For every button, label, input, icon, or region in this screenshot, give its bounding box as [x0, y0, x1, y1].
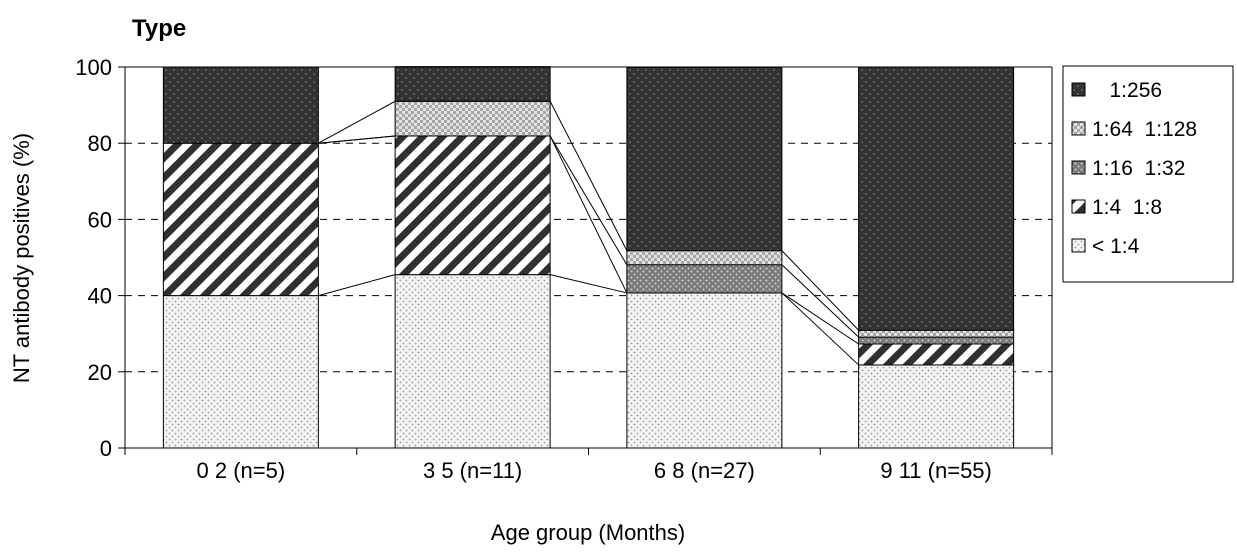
legend-label: 1:4 1:8 — [1092, 196, 1162, 219]
legend-swatch — [1071, 238, 1086, 253]
legend-label: < 1:4 — [1092, 235, 1140, 258]
legend-label: 1:256 — [1092, 79, 1162, 102]
series-connector-line — [781, 264, 859, 338]
y-tick-label: 80 — [88, 131, 112, 156]
bar-segment — [858, 364, 1015, 449]
bar-segment — [394, 135, 551, 276]
series-connector-line — [549, 101, 628, 251]
series-connector-line — [549, 135, 628, 265]
bar-segment — [626, 66, 783, 252]
legend-swatch — [1071, 121, 1086, 136]
legend: 1:256 1:64 1:128 1:16 1:32 1:4 1:8 < 1:4 — [1062, 65, 1234, 283]
y-tick-label: 20 — [88, 360, 112, 385]
x-axis-title: Age group (Months) — [491, 520, 685, 545]
bar-segment — [394, 274, 551, 449]
series-connector-line — [318, 135, 396, 144]
x-tick-label: 3 5 (n=11) — [423, 458, 522, 483]
legend-swatch — [1071, 82, 1086, 97]
series-connector-line — [550, 274, 627, 294]
x-tick-label: 9 11 (n=55) — [880, 458, 992, 483]
x-tick-label: 0 2 (n=5) — [197, 458, 286, 483]
bar-segment — [858, 336, 1015, 345]
x-tick-label: 6 8 (n=27) — [654, 458, 755, 483]
series-connector-line — [318, 274, 396, 297]
series-connector-line — [549, 135, 628, 294]
y-tick-label: 0 — [100, 436, 112, 461]
bar-segment — [162, 142, 319, 297]
y-axis-title: NT antibody positives (%) — [9, 133, 34, 383]
legend-label: 1:64 1:128 — [1092, 118, 1197, 141]
bar-segment — [626, 250, 783, 266]
bar-segment — [162, 66, 319, 144]
bar-segment — [626, 292, 783, 449]
series-connector-line — [781, 292, 859, 366]
series-connector-line — [781, 292, 859, 345]
legend-box — [1062, 65, 1234, 283]
y-tick-label: 40 — [88, 284, 112, 309]
bar-segment — [394, 66, 551, 102]
chart-title: Type — [132, 15, 186, 42]
legend-swatch — [1071, 199, 1086, 214]
y-tick-label: 100 — [75, 55, 112, 80]
plot-area: 0 2 (n=5) 3 5 (n=11) 6 8 (n=27) 9 11 (n=55)… — [75, 55, 1053, 483]
bar-segment — [394, 100, 551, 137]
y-tick-label: 60 — [88, 207, 112, 232]
series-connector-line — [781, 250, 859, 331]
bar-segment — [858, 66, 1015, 331]
bar-segment — [858, 329, 1015, 338]
legend-label: 1:16 1:32 — [1092, 157, 1185, 180]
bar-segment — [858, 343, 1015, 366]
legend-swatch — [1071, 160, 1086, 175]
bar-segment — [626, 264, 783, 294]
series-connector-line — [318, 100, 396, 144]
bar-segment — [162, 295, 319, 449]
